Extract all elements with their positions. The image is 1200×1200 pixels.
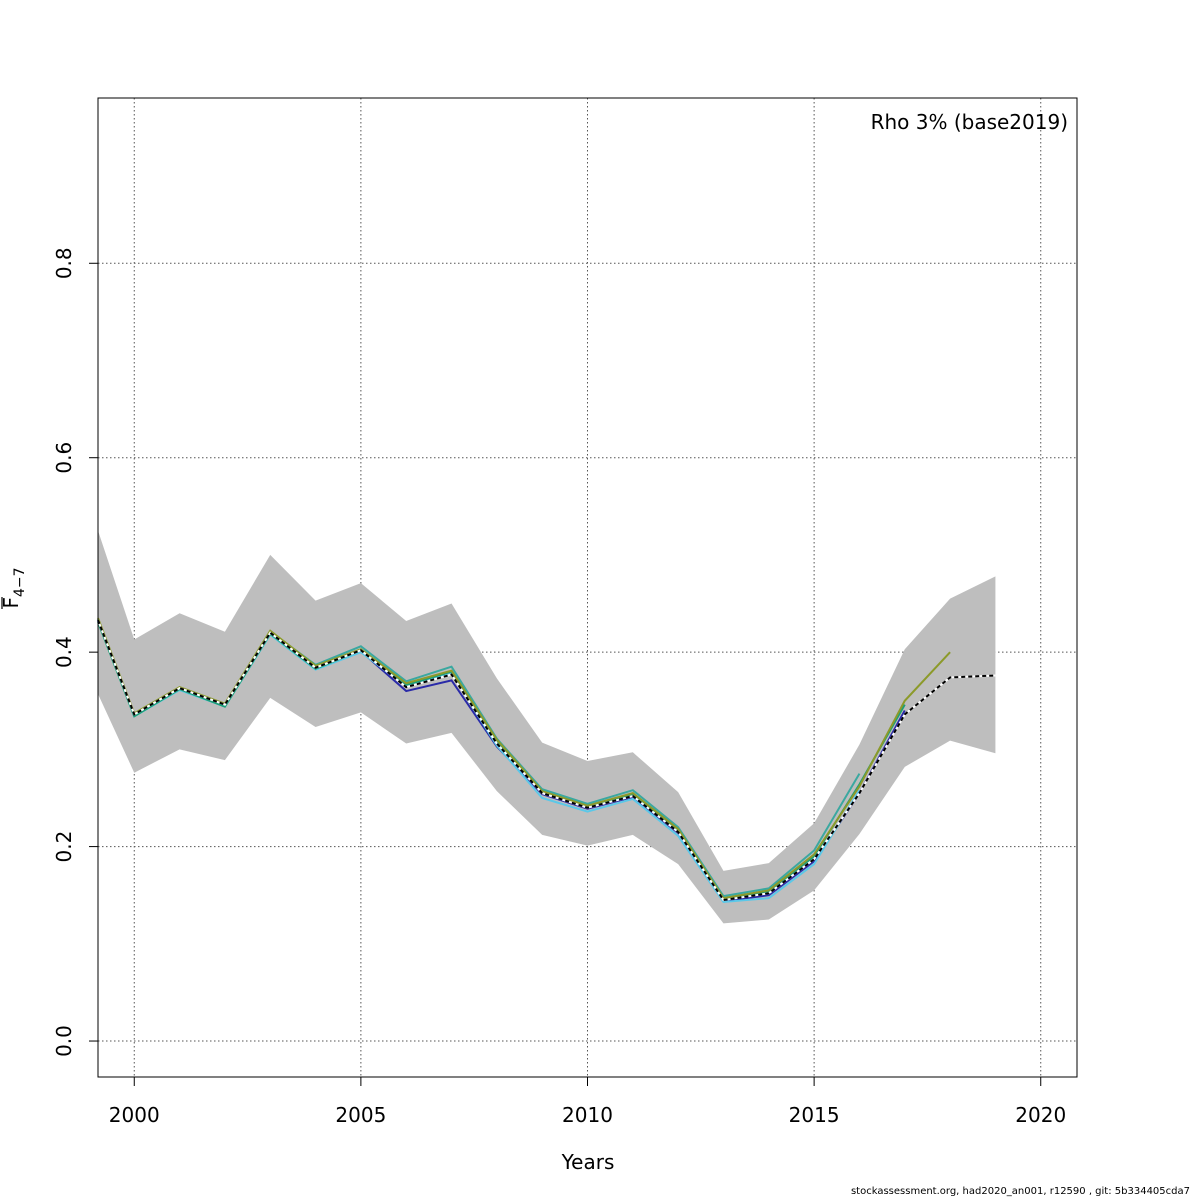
x-axis: 2000 2005 2010 2015 2020	[109, 1077, 1066, 1127]
x-tick-label-2: 2010	[562, 1103, 613, 1127]
y-tick-label-3: 0.6	[52, 442, 76, 474]
grid	[98, 98, 1077, 1077]
y-axis-label-sub: 4−7	[12, 567, 28, 597]
y-axis-label-main: F	[0, 597, 23, 609]
svg-text:F4−7: F4−7	[0, 567, 28, 608]
x-tick-label-4: 2020	[1015, 1103, 1066, 1127]
y-axis-label: F4−7	[0, 567, 28, 609]
series-lines	[97, 617, 996, 904]
x-axis-label: Years	[561, 1150, 615, 1174]
x-tick-label-3: 2015	[789, 1103, 840, 1127]
y-axis: 0.0 0.2 0.4 0.6 0.8	[52, 247, 98, 1057]
band-area	[98, 530, 996, 924]
footer-text: stockassessment.org, had2020_an001, r125…	[850, 1186, 1190, 1197]
x-tick-label-0: 2000	[109, 1103, 160, 1127]
annotation: Rho 3% (base2019)	[871, 110, 1068, 134]
y-tick-label-0: 0.0	[52, 1025, 76, 1057]
y-tick-label-2: 0.4	[52, 636, 76, 668]
x-tick-label-1: 2005	[335, 1103, 386, 1127]
y-tick-label-4: 0.8	[52, 247, 76, 279]
confidence-band	[98, 530, 996, 924]
y-tick-label-1: 0.2	[52, 831, 76, 863]
series-line-5	[97, 619, 996, 902]
